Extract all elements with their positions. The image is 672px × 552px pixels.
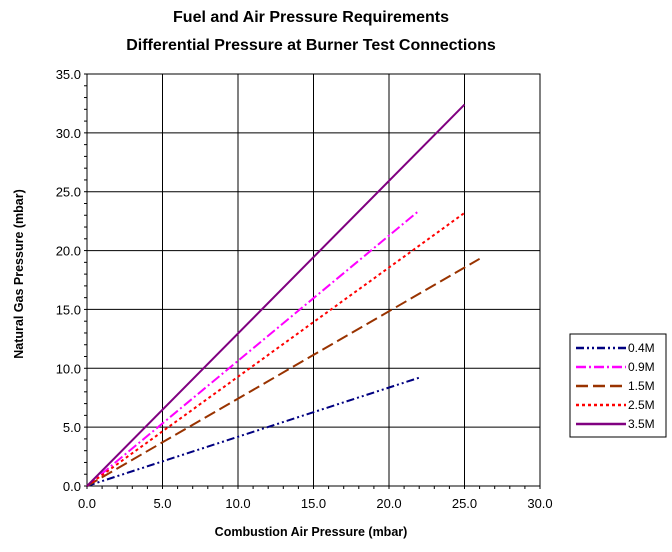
x-tick-label: 10.0 xyxy=(225,496,250,511)
x-tick-label: 20.0 xyxy=(376,496,401,511)
y-tick-label: 10.0 xyxy=(56,361,81,376)
legend: 0.4M 0.9M 1.5M 2.5M 3.5M xyxy=(569,333,667,438)
x-tick-label: 5.0 xyxy=(153,496,171,511)
x-tick-label: 0.0 xyxy=(78,496,96,511)
series-line-1.5M xyxy=(86,257,481,487)
y-tick-label: 5.0 xyxy=(63,420,81,435)
x-tick-label: 25.0 xyxy=(452,496,477,511)
x-tick-label: 15.0 xyxy=(301,496,326,511)
y-tick-label: 35.0 xyxy=(56,67,81,82)
chart-subtitle: Differential Pressure at Burner Test Con… xyxy=(126,37,496,54)
y-axis-label: Natural Gas Pressure (mbar) xyxy=(12,189,26,359)
chart-title: Fuel and Air Pressure Requirements xyxy=(173,9,449,26)
y-tick-label: 25.0 xyxy=(56,185,81,200)
y-tick-label: 20.0 xyxy=(56,244,81,259)
legend-label-3.5M: 3.5M xyxy=(628,417,655,431)
y-tick-label: 0.0 xyxy=(63,479,81,494)
legend-label-1.5M: 1.5M xyxy=(628,379,655,393)
x-axis-label: Combustion Air Pressure (mbar) xyxy=(215,525,408,539)
series-line-0.9M xyxy=(86,209,420,487)
plot-frame xyxy=(86,73,541,487)
series-line-2.5M xyxy=(86,212,466,487)
legend-label-0.4M: 0.4M xyxy=(628,341,655,355)
legend-label-0.9M: 0.9M xyxy=(628,360,655,374)
legend-label-2.5M: 2.5M xyxy=(628,398,655,412)
plot-area: 0.0 5.0 10.0 15.0 20.0 25.0 30.0 0.0 5.0 10.0 15.0… xyxy=(56,67,553,511)
y-tick-label: 30.0 xyxy=(56,126,81,141)
series-line-0.4M xyxy=(86,376,420,487)
x-tick-label: 30.0 xyxy=(527,496,552,511)
series-line-3.5M xyxy=(86,103,466,487)
y-tick-label: 15.0 xyxy=(56,302,81,317)
